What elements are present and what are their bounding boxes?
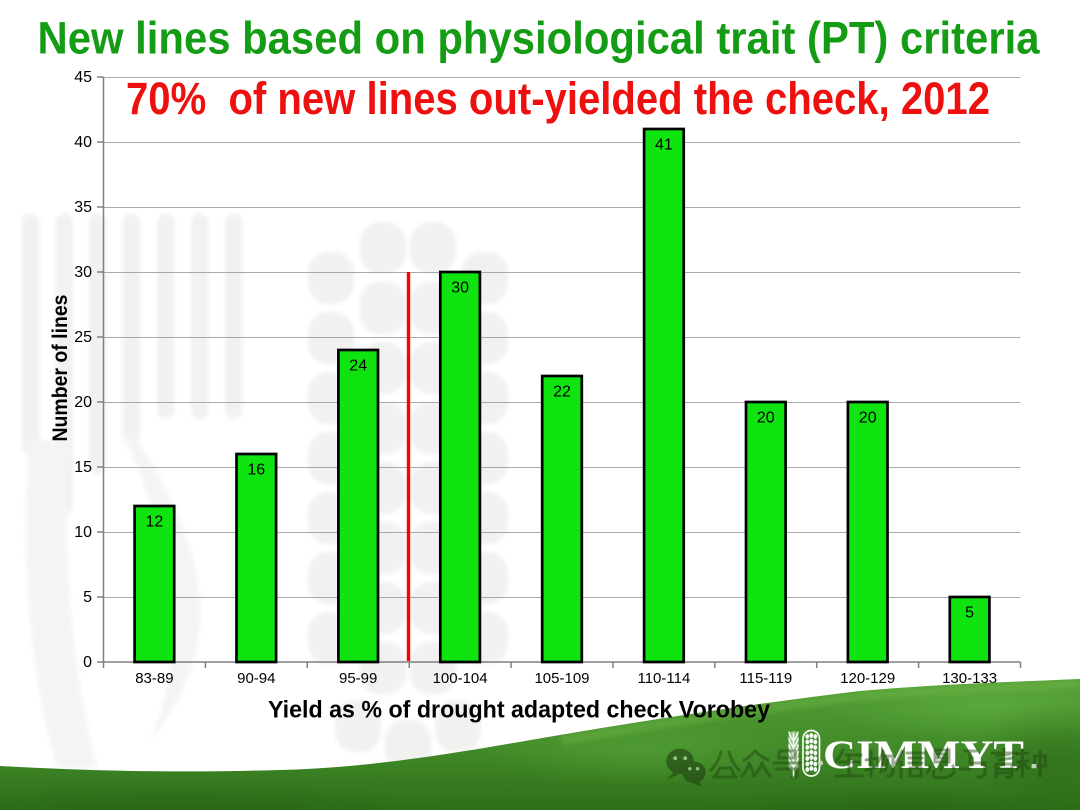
svg-text:95-99: 95-99	[339, 670, 377, 687]
svg-text:120-129: 120-129	[840, 670, 895, 687]
svg-text:115-119: 115-119	[739, 670, 792, 687]
svg-text:New lines based on physiologic: New lines based on physiological trait (…	[38, 13, 1041, 64]
svg-text:12: 12	[146, 513, 164, 530]
svg-text:30: 30	[74, 264, 92, 281]
svg-text:Yield as % of drought adapted: Yield as % of drought adapted check Voro…	[268, 697, 771, 724]
svg-text:5: 5	[965, 604, 974, 621]
svg-text:100-104: 100-104	[433, 670, 488, 687]
svg-text:45: 45	[74, 69, 92, 86]
svg-text:16: 16	[247, 461, 265, 478]
svg-text:5: 5	[83, 589, 92, 606]
svg-text:20: 20	[757, 409, 775, 426]
svg-text:70% of new lines out-yielded: 70% of new lines out-yielded the check, …	[126, 73, 990, 124]
svg-text:90-94: 90-94	[237, 670, 275, 687]
svg-text:CIMMYT: CIMMYT	[823, 732, 1024, 777]
svg-text:24: 24	[349, 357, 367, 374]
svg-text:30: 30	[451, 279, 469, 296]
svg-text:110-114: 110-114	[637, 670, 690, 687]
svg-text:83-89: 83-89	[135, 670, 173, 687]
svg-text:22: 22	[553, 383, 571, 400]
svg-text:41: 41	[655, 136, 673, 153]
svg-text:105-109: 105-109	[534, 670, 589, 687]
svg-text:10: 10	[74, 524, 92, 541]
svg-text:20: 20	[74, 394, 92, 411]
svg-text:25: 25	[74, 329, 92, 346]
svg-text:20: 20	[859, 409, 877, 426]
svg-text:35: 35	[74, 199, 92, 216]
svg-text:130-133: 130-133	[942, 670, 997, 687]
svg-text:Number of lines: Number of lines	[48, 294, 72, 441]
svg-text:40: 40	[74, 134, 92, 151]
svg-text:0: 0	[83, 654, 92, 671]
svg-text:15: 15	[74, 459, 92, 476]
